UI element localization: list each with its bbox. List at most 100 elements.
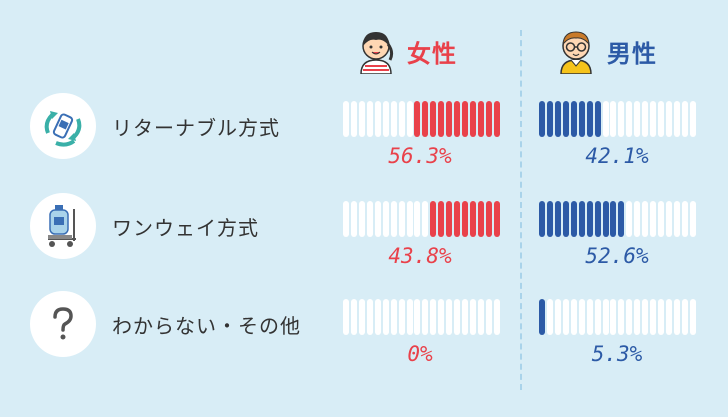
bar-segment bbox=[358, 201, 365, 237]
bar-segment bbox=[438, 201, 445, 237]
bar-segment bbox=[618, 299, 625, 335]
bar-female-returnable bbox=[343, 101, 500, 137]
bar-segment bbox=[390, 299, 397, 335]
bar-segment bbox=[554, 101, 561, 137]
bar-segment bbox=[673, 101, 680, 137]
bar-segment bbox=[546, 201, 553, 237]
bar-segment bbox=[398, 101, 405, 137]
bar-segment bbox=[485, 299, 492, 335]
bar-segment bbox=[681, 201, 688, 237]
bar-segment bbox=[602, 101, 609, 137]
bar-segment bbox=[594, 201, 601, 237]
bar-segment bbox=[390, 201, 397, 237]
bar-female-unknown bbox=[343, 299, 500, 335]
bar-segment bbox=[343, 201, 349, 237]
bar-segment bbox=[398, 299, 405, 335]
bar-segment bbox=[374, 101, 381, 137]
category-label: ワンウェイ方式 bbox=[112, 216, 259, 240]
bar-segment bbox=[366, 201, 373, 237]
bar-segment bbox=[430, 299, 437, 335]
bar-segment bbox=[446, 299, 453, 335]
bar-segment bbox=[594, 101, 601, 137]
bar-segment bbox=[462, 201, 469, 237]
bar-segment bbox=[610, 201, 617, 237]
bar-segment bbox=[689, 299, 696, 335]
bar-segment bbox=[689, 101, 696, 137]
bar-segment bbox=[477, 201, 484, 237]
bar-segment bbox=[398, 201, 405, 237]
bar-segment bbox=[493, 201, 500, 237]
water-server-bottle-icon bbox=[30, 193, 96, 259]
girl-avatar-icon bbox=[357, 28, 395, 74]
female-header: 女性 bbox=[357, 28, 457, 74]
bar-segment bbox=[374, 299, 381, 335]
bar-segment bbox=[570, 299, 577, 335]
bar-segment bbox=[406, 101, 413, 137]
bar-segment bbox=[681, 101, 688, 137]
bar-segment bbox=[493, 299, 500, 335]
bar-segment bbox=[586, 101, 593, 137]
bar-segment bbox=[562, 201, 569, 237]
bar-segment bbox=[406, 201, 413, 237]
bar-segment bbox=[642, 201, 649, 237]
bar-segment bbox=[438, 101, 445, 137]
pct-male-returnable: 42.1% bbox=[585, 144, 649, 168]
bar-segment bbox=[650, 201, 657, 237]
bar-segment bbox=[666, 201, 672, 237]
bar-segment bbox=[650, 299, 657, 335]
bar-segment bbox=[438, 299, 445, 335]
bar-segment bbox=[366, 101, 373, 137]
bar-female-oneway bbox=[343, 201, 500, 237]
bar-segment bbox=[650, 101, 657, 137]
bar-segment bbox=[414, 201, 421, 237]
bar-segment bbox=[673, 201, 680, 237]
bar-segment bbox=[470, 101, 476, 137]
male-header: 男性 bbox=[557, 28, 657, 74]
bar-segment bbox=[343, 299, 349, 335]
bar-segment bbox=[374, 201, 381, 237]
bar-segment bbox=[626, 101, 633, 137]
bar-segment bbox=[602, 201, 609, 237]
bar-segment bbox=[634, 101, 641, 137]
bar-segment bbox=[539, 101, 545, 137]
bar-segment bbox=[626, 201, 633, 237]
bar-segment bbox=[343, 101, 349, 137]
bar-segment bbox=[586, 201, 593, 237]
gender-divider bbox=[520, 30, 522, 390]
bar-segment bbox=[454, 299, 461, 335]
bar-segment bbox=[642, 101, 649, 137]
bar-segment bbox=[570, 201, 577, 237]
bar-segment bbox=[546, 299, 553, 335]
pct-female-oneway: 43.8% bbox=[388, 244, 452, 268]
bar-segment bbox=[578, 101, 585, 137]
bar-segment bbox=[470, 201, 476, 237]
category-label: わからない・その他 bbox=[112, 314, 301, 338]
pct-female-returnable: 56.3% bbox=[388, 144, 452, 168]
bar-segment bbox=[689, 201, 696, 237]
bar-segment bbox=[562, 299, 569, 335]
bar-segment bbox=[390, 101, 397, 137]
bar-segment bbox=[539, 299, 545, 335]
bar-segment bbox=[493, 101, 500, 137]
bar-segment bbox=[350, 299, 357, 335]
bar-segment bbox=[462, 299, 469, 335]
bar-segment bbox=[454, 201, 461, 237]
bar-segment bbox=[634, 201, 641, 237]
bar-segment bbox=[681, 299, 688, 335]
bar-segment bbox=[539, 201, 545, 237]
pct-male-unknown: 5.3% bbox=[591, 342, 643, 366]
bar-segment bbox=[422, 101, 429, 137]
bar-segment bbox=[446, 101, 453, 137]
bar-segment bbox=[610, 101, 617, 137]
bar-segment bbox=[634, 299, 641, 335]
bar-male-oneway bbox=[539, 201, 696, 237]
bar-segment bbox=[594, 299, 601, 335]
pct-female-unknown: 0% bbox=[407, 342, 433, 366]
bar-segment bbox=[477, 299, 484, 335]
recycle-bottle-icon bbox=[30, 93, 96, 159]
bar-segment bbox=[485, 201, 492, 237]
bar-segment bbox=[578, 299, 585, 335]
bar-segment bbox=[658, 201, 665, 237]
bar-segment bbox=[554, 201, 561, 237]
bar-segment bbox=[414, 101, 421, 137]
